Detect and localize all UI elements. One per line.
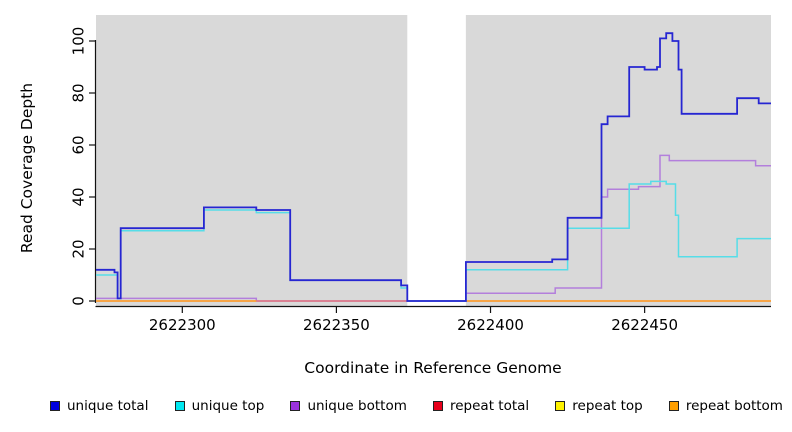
legend-item-unique-total: unique total: [50, 398, 148, 414]
legend-item-repeat-top: repeat top: [555, 398, 643, 414]
x-tick-label: 2622300: [149, 316, 216, 334]
series-line-unique-total: [96, 32, 771, 302]
y-axis-title: Read Coverage Depth: [18, 82, 36, 254]
legend-swatch-unique-bottom: [290, 401, 301, 411]
legend-label-repeat-total: repeat total: [449, 398, 530, 414]
legend: unique total unique top unique bottom repea…: [50, 398, 783, 414]
legend-label-unique-bottom: unique bottom: [307, 398, 407, 414]
x-tick-label: 2622400: [457, 316, 524, 334]
legend-item-unique-bottom: unique bottom: [290, 398, 407, 414]
legend-swatch-unique-top: [174, 401, 185, 411]
y-tick-label: 60: [69, 135, 87, 154]
legend-label-unique-top: unique top: [191, 398, 265, 414]
legend-swatch-repeat-top: [555, 401, 566, 411]
y-tick-label: 0: [69, 296, 87, 306]
legend-item-unique-top: unique top: [174, 398, 265, 414]
legend-swatch-repeat-total: [432, 401, 443, 411]
legend-item-repeat-total: repeat total: [432, 398, 530, 414]
legend-label-repeat-bottom: repeat bottom: [685, 398, 783, 414]
legend-item-repeat-bottom: repeat bottom: [668, 398, 783, 414]
legend-swatch-repeat-bottom: [668, 401, 679, 411]
legend-swatch-unique-total: [50, 401, 60, 411]
x-axis-title: Coordinate in Reference Genome: [304, 359, 562, 377]
x-tick-label: 2622450: [611, 316, 678, 334]
legend-label-unique-total: unique total: [67, 398, 149, 414]
y-tick-label: 40: [69, 187, 87, 206]
legend-label-repeat-top: repeat top: [572, 398, 643, 414]
x-tick-label: 2622350: [303, 316, 370, 334]
y-tick-label: 20: [69, 239, 87, 258]
y-tick-label: 80: [69, 83, 87, 102]
masked-region: [407, 15, 466, 306]
y-tick-label: 100: [69, 27, 87, 56]
